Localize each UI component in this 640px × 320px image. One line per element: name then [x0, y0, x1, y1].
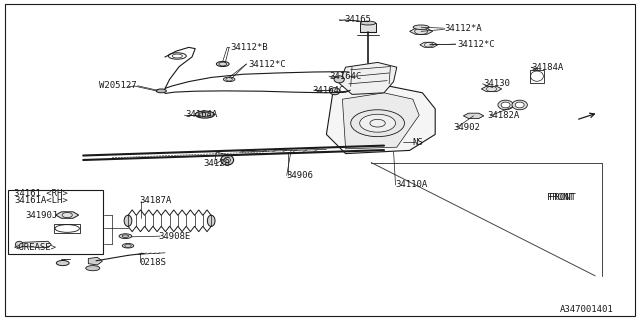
Ellipse shape [119, 234, 132, 239]
Text: 34110A: 34110A [396, 180, 428, 189]
Ellipse shape [413, 25, 429, 29]
Polygon shape [18, 241, 51, 248]
Polygon shape [342, 93, 419, 149]
Text: 0218S: 0218S [140, 258, 166, 267]
Text: 34908E: 34908E [159, 232, 191, 241]
Polygon shape [88, 257, 102, 265]
Ellipse shape [156, 89, 166, 93]
Ellipse shape [515, 102, 524, 108]
Polygon shape [56, 212, 79, 218]
Text: 34112*C: 34112*C [457, 40, 495, 49]
Text: W205127: W205127 [99, 81, 137, 90]
Polygon shape [326, 86, 435, 154]
Text: <GREASE>: <GREASE> [14, 243, 57, 252]
Text: 34161 <RH>: 34161 <RH> [14, 189, 68, 198]
Ellipse shape [360, 21, 376, 25]
Ellipse shape [498, 100, 513, 110]
Text: NS: NS [412, 138, 423, 147]
Ellipse shape [86, 266, 100, 271]
Text: FRONT: FRONT [549, 193, 576, 202]
Bar [8, 190, 103, 254]
Text: 34165: 34165 [344, 15, 371, 24]
Text: 34164A: 34164A [186, 110, 218, 119]
Bar [54, 224, 80, 233]
Text: 34187A: 34187A [140, 196, 172, 205]
Bar [360, 23, 376, 32]
Text: FRONT: FRONT [547, 193, 574, 202]
Bar [530, 70, 544, 83]
Text: 34182A: 34182A [488, 111, 520, 120]
Ellipse shape [221, 155, 234, 165]
Polygon shape [339, 62, 397, 94]
Polygon shape [463, 113, 484, 118]
Ellipse shape [330, 88, 340, 95]
Polygon shape [481, 86, 502, 92]
Ellipse shape [223, 77, 235, 82]
Text: 34190J: 34190J [26, 211, 58, 220]
Ellipse shape [56, 260, 69, 266]
Ellipse shape [122, 244, 134, 248]
Ellipse shape [216, 61, 229, 67]
Text: 34128: 34128 [204, 159, 230, 168]
Ellipse shape [195, 111, 214, 118]
Ellipse shape [15, 241, 23, 248]
Ellipse shape [334, 76, 344, 83]
Polygon shape [410, 28, 433, 34]
Text: 34184A: 34184A [531, 63, 563, 72]
Text: 34906: 34906 [287, 171, 314, 180]
Text: 34112*C: 34112*C [248, 60, 286, 68]
Text: A347001401: A347001401 [559, 305, 613, 314]
Ellipse shape [501, 102, 510, 108]
Text: 34112*A: 34112*A [445, 24, 483, 33]
Text: 34902: 34902 [453, 123, 480, 132]
Text: 34112*B: 34112*B [230, 43, 268, 52]
Text: 34164C: 34164C [312, 86, 344, 95]
Polygon shape [420, 42, 438, 47]
Ellipse shape [512, 100, 527, 110]
Ellipse shape [124, 215, 132, 227]
Ellipse shape [207, 215, 215, 227]
Text: 34161A<LH>: 34161A<LH> [14, 196, 68, 205]
Circle shape [360, 114, 396, 132]
Text: 34130: 34130 [484, 79, 511, 88]
Circle shape [351, 110, 404, 137]
Text: 34164C: 34164C [329, 72, 361, 81]
